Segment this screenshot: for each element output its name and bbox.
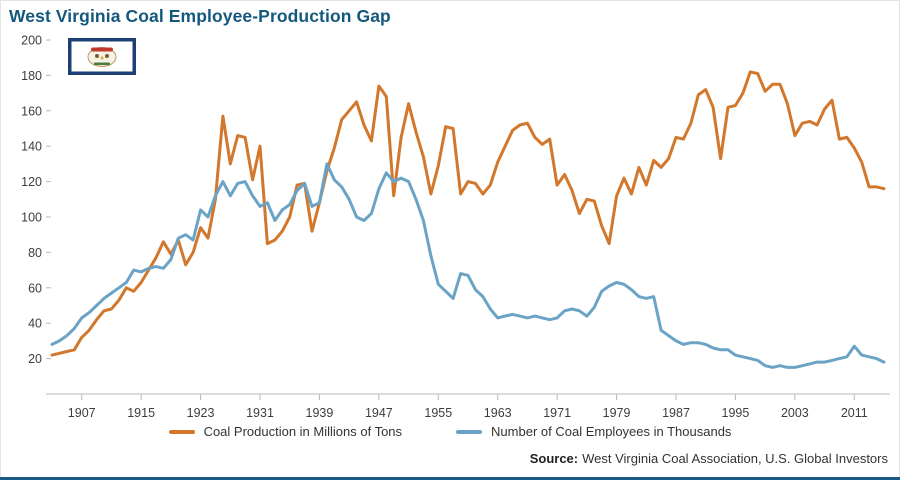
legend-item-employees: Number of Coal Employees in Thousands [456,424,731,439]
svg-text:1923: 1923 [187,406,215,420]
svg-text:80: 80 [28,246,42,260]
svg-text:1979: 1979 [603,406,631,420]
svg-text:20: 20 [28,352,42,366]
west-virginia-flag-icon [68,38,136,75]
svg-text:1971: 1971 [543,406,571,420]
svg-text:1947: 1947 [365,406,393,420]
svg-text:1907: 1907 [68,406,96,420]
legend-item-production: Coal Production in Millions of Tons [168,424,403,439]
page-title: West Virginia Coal Employee-Production G… [9,6,391,26]
svg-text:160: 160 [21,104,42,118]
svg-text:1955: 1955 [424,406,452,420]
svg-text:1987: 1987 [662,406,690,420]
employees-line-swatch [456,429,483,434]
legend-label-employees: Number of Coal Employees in Thousands [491,424,732,439]
chart-legend: Coal Production in Millions of Tons Numb… [0,424,900,439]
production-line-swatch [168,429,195,434]
svg-text:1939: 1939 [306,406,334,420]
svg-text:1931: 1931 [246,406,274,420]
chart-area: 20 40 60 80 100 120 140 160 180 200 1907 1915 1923 19… [0,26,900,422]
source-attribution: Source: West Virginia Coal Association, U… [530,451,888,466]
svg-text:180: 180 [21,69,42,83]
svg-text:140: 140 [21,140,42,154]
svg-text:40: 40 [28,317,42,331]
svg-text:200: 200 [21,34,42,48]
svg-text:100: 100 [21,211,42,225]
legend-label-production: Coal Production in Millions of Tons [203,424,403,439]
svg-text:1963: 1963 [484,406,512,420]
svg-text:120: 120 [21,175,42,189]
svg-text:2011: 2011 [841,406,868,420]
footer-accent-bar [0,477,900,480]
svg-text:1995: 1995 [722,406,750,420]
source-label: Source: [529,451,579,466]
svg-text:1915: 1915 [127,406,155,420]
svg-text:2003: 2003 [781,406,809,420]
chart-svg: 20 40 60 80 100 120 140 160 180 200 1907 1915 1923 19… [21,34,890,420]
svg-text:60: 60 [28,281,42,295]
source-text: West Virginia Coal Association, U.S. Glo… [582,451,888,466]
